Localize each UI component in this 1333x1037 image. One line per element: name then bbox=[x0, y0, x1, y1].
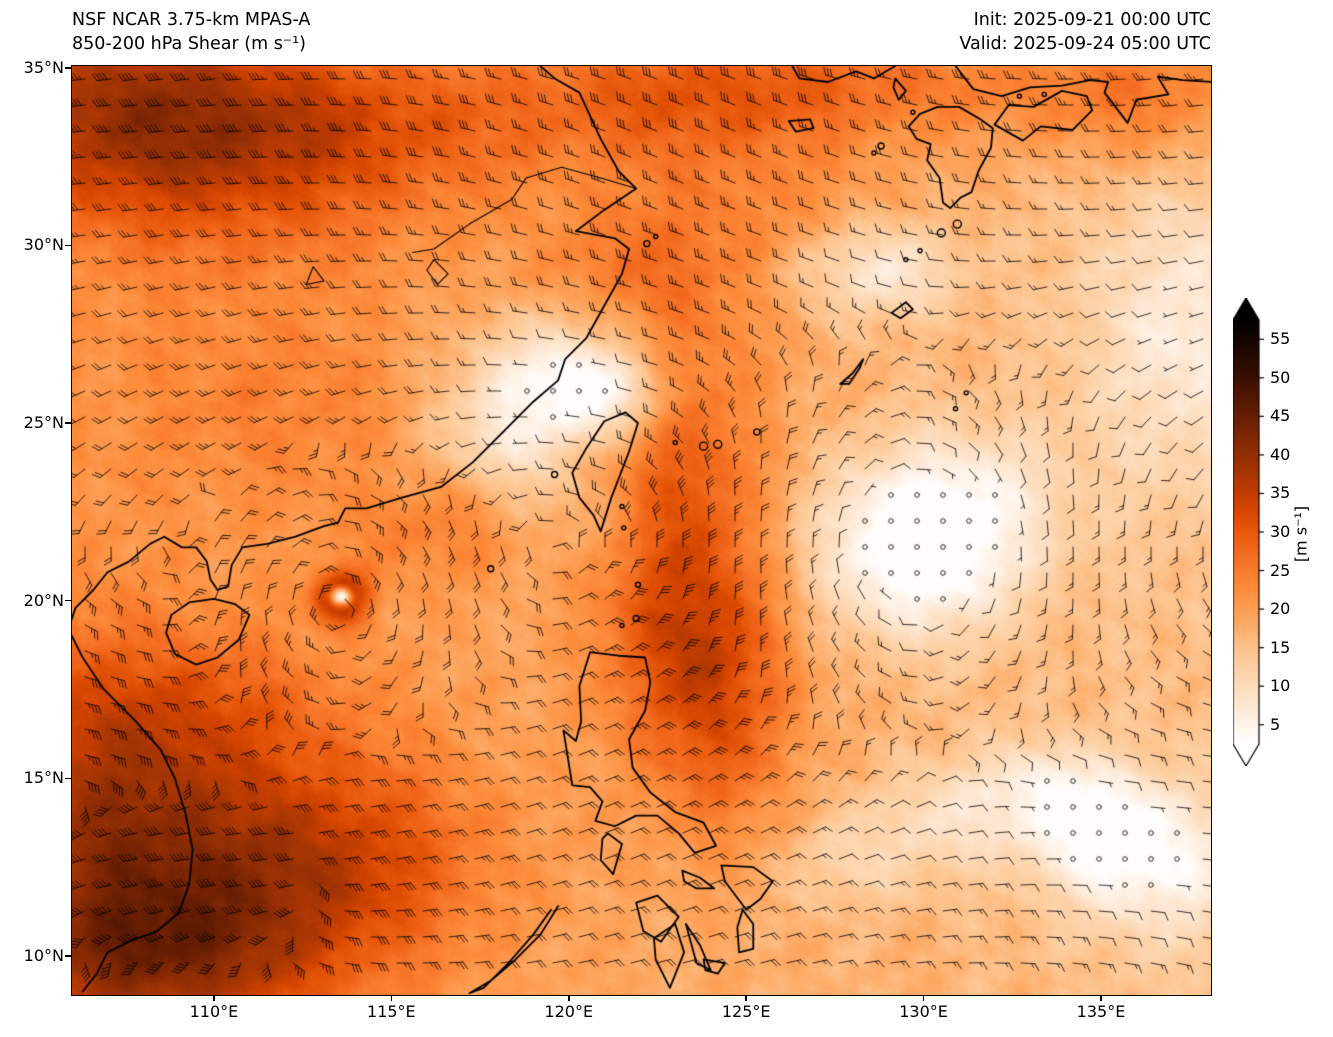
map-canvas bbox=[72, 66, 1211, 995]
y-tick-mark bbox=[65, 599, 71, 602]
plot-area bbox=[71, 65, 1212, 996]
colorbar-tick-label: 15 bbox=[1270, 637, 1291, 657]
valid-time: Valid: 2025-09-24 05:00 UTC bbox=[959, 34, 1211, 55]
y-tick-mark bbox=[65, 422, 71, 424]
y-tick-label: 25°N bbox=[23, 413, 64, 433]
y-tick-mark bbox=[65, 67, 71, 69]
run-times: Init: 2025-09-21 00:00 UTC Valid: 2025-0… bbox=[959, 8, 1211, 56]
y-tick-label: 15°N bbox=[23, 768, 64, 788]
x-tick-mark bbox=[1100, 995, 1102, 1001]
plot-title-line2: 850-200 hPa Shear (m s⁻¹) bbox=[72, 34, 306, 55]
colorbar-unit-label: [m s⁻¹] bbox=[1291, 505, 1311, 563]
plot-title: NSF NCAR 3.75-km MPAS-A 850-200 hPa Shea… bbox=[72, 8, 310, 56]
colorbar-tick-label: 45 bbox=[1270, 406, 1291, 426]
colorbar-tick-label: 25 bbox=[1270, 560, 1291, 580]
x-tick-label: 120°E bbox=[544, 1002, 594, 1021]
plot-title-line1: NSF NCAR 3.75-km MPAS-A bbox=[72, 10, 311, 30]
colorbar-tick-label: 50 bbox=[1270, 367, 1291, 387]
init-time: Init: 2025-09-21 00:00 UTC bbox=[973, 10, 1211, 30]
x-tick-label: 110°E bbox=[189, 1002, 239, 1021]
colorbar-tick-label: 55 bbox=[1270, 329, 1291, 349]
y-tick-label: 30°N bbox=[23, 235, 64, 255]
x-tick-label: 125°E bbox=[721, 1002, 771, 1021]
x-tick-label: 135°E bbox=[1076, 1002, 1126, 1021]
y-tick-mark bbox=[65, 777, 71, 780]
colorbar-tick-label: 35 bbox=[1270, 483, 1291, 503]
colorbar-tick-label: 30 bbox=[1270, 522, 1291, 541]
x-tick-mark bbox=[213, 995, 215, 1001]
x-tick-label: 130°E bbox=[899, 1002, 948, 1021]
x-tick-mark bbox=[745, 995, 747, 1001]
colorbar-tick-label: 40 bbox=[1270, 444, 1291, 464]
colorbar-tick-label: 20 bbox=[1270, 599, 1291, 619]
y-tick-mark bbox=[65, 955, 71, 957]
x-tick-mark bbox=[568, 995, 570, 1001]
x-tick-mark bbox=[922, 995, 925, 1001]
x-tick-mark bbox=[390, 995, 393, 1001]
colorbar-tick-label: 10 bbox=[1270, 676, 1291, 696]
y-tick-mark bbox=[65, 244, 71, 247]
y-tick-label: 10°N bbox=[23, 945, 64, 965]
colorbar bbox=[1233, 298, 1267, 766]
y-tick-label: 35°N bbox=[23, 57, 64, 77]
colorbar-tick-label: 5 bbox=[1270, 714, 1281, 734]
y-tick-label: 20°N bbox=[23, 590, 64, 610]
x-tick-label: 115°E bbox=[367, 1002, 416, 1021]
